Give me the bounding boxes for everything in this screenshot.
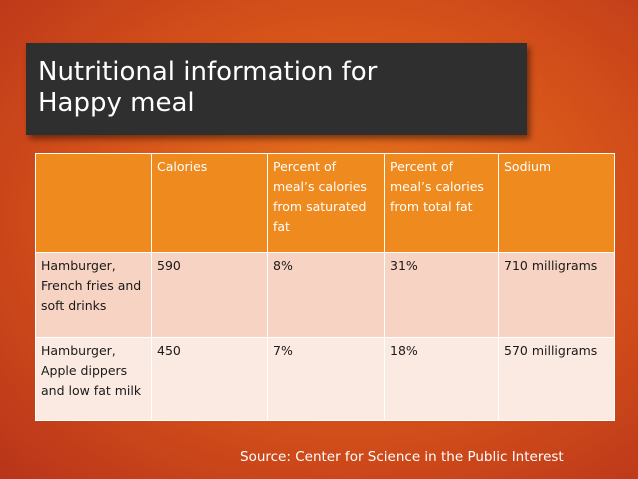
header-cell-empty [35, 153, 152, 253]
cell-total-fat: 18% [384, 337, 499, 421]
cell-sodium: 570 milligrams [498, 337, 615, 421]
table-row: Hamburger, Apple dippers and low fat mil… [35, 337, 615, 421]
cell-saturated-fat: 8% [267, 252, 385, 338]
source-citation: Source: Center for Science in the Public… [240, 449, 564, 465]
slide-title-line-1: Nutritional information for [38, 57, 378, 87]
header-cell-saturated-fat: Percent of meal’s calories from saturate… [267, 153, 385, 253]
slide-title: Nutritional information for Happy meal [38, 57, 518, 119]
title-box: Nutritional information for Happy meal [26, 43, 527, 135]
cell-total-fat: 31% [384, 252, 499, 338]
cell-saturated-fat: 7% [267, 337, 385, 421]
row-label: Hamburger, French fries and soft drinks [35, 252, 152, 338]
cell-sodium: 710 milligrams [498, 252, 615, 338]
table-header-row: Calories Percent of meal’s calories from… [35, 153, 615, 253]
header-cell-total-fat: Percent of meal’s calories from total fa… [384, 153, 499, 253]
table-row: Hamburger, French fries and soft drinks … [35, 252, 615, 338]
cell-calories: 450 [151, 337, 268, 421]
cell-calories: 590 [151, 252, 268, 338]
slide-title-line-2: Happy meal [38, 88, 195, 118]
row-label: Hamburger, Apple dippers and low fat mil… [35, 337, 152, 421]
header-cell-sodium: Sodium [498, 153, 615, 253]
nutrition-table: Calories Percent of meal’s calories from… [35, 153, 615, 421]
header-cell-calories: Calories [151, 153, 268, 253]
